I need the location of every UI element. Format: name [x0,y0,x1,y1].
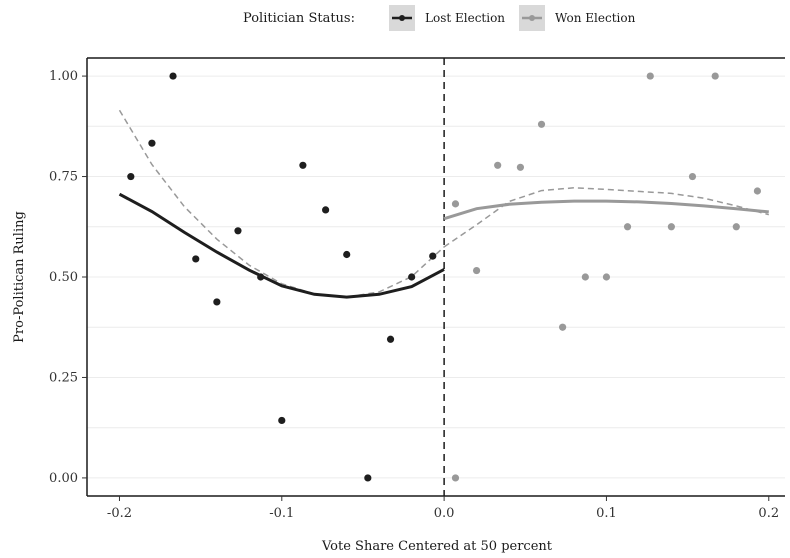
legend-label-won: Won Election [555,11,636,25]
y-tick-label: 0.25 [49,370,78,385]
data-point-won [602,273,611,281]
x-tick-label: -0.1 [269,506,294,521]
data-point-won [688,172,697,181]
data-point-lost [343,250,351,259]
data-point-won [732,223,740,231]
data-point-won [581,273,589,281]
data-point-lost [127,172,135,181]
data-point-lost [213,298,221,306]
data-point-won [667,223,675,231]
legend: Politician Status: Lost Election Won Ele… [243,5,636,31]
y-axis-title: Pro-Politican Ruling [12,211,27,343]
x-tick-label: -0.2 [107,506,132,521]
legend-key-point-lost [399,15,405,21]
data-point-lost [148,139,156,147]
loess-fit-line-won [443,187,769,248]
x-tick-label: 0.1 [596,506,617,521]
data-point-lost [429,252,437,260]
data-point-lost [234,227,242,235]
data-point-won [494,161,502,169]
data-point-lost [278,416,286,425]
y-tick-label: 1.00 [49,69,78,84]
x-tick-label: 0.0 [434,506,455,521]
y-tick-label: 0.00 [49,471,78,486]
data-point-won [537,120,546,128]
linear-fit-line-lost [118,192,445,299]
data-point-won [646,72,654,80]
data-point-won [711,72,719,80]
data-point-lost [192,255,200,263]
y-tick-label: 0.75 [49,170,78,185]
legend-item-won: Won Election [519,5,636,31]
linear-fit-line-won [443,199,769,221]
plot-panel [82,57,785,501]
data-point-won [753,187,762,195]
data-point-won [451,200,460,208]
x-axis-title: Vote Share Centered at 50 percent [321,539,553,554]
loess-fit-line-lost [118,109,445,298]
legend-key-point-won [529,15,535,21]
y-tick-label: 0.50 [49,270,78,285]
data-point-lost [364,474,372,482]
data-point-lost [299,161,307,169]
legend-item-lost: Lost Election [389,5,505,31]
data-point-won [559,323,567,331]
data-point-lost [322,206,330,214]
data-point-won [451,474,460,482]
legend-label-lost: Lost Election [425,11,505,25]
legend-title: Politician Status: [243,11,355,26]
data-point-lost [169,72,177,80]
data-point-lost [257,273,265,281]
data-point-won [623,223,632,231]
data-point-won [516,163,525,171]
data-point-won [472,266,481,275]
data-point-lost [386,335,395,343]
x-tick-label: 0.2 [758,506,779,521]
data-point-lost [408,273,416,281]
